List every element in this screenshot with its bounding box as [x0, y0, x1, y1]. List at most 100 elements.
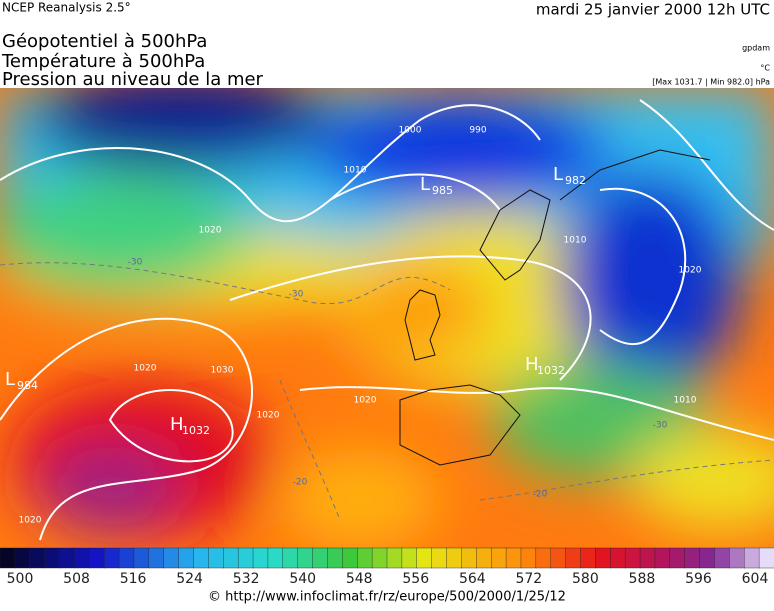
isobar-label: 1010: [344, 166, 367, 176]
center-letter: L: [5, 369, 15, 390]
color-field: [0, 88, 774, 548]
colorbar-swatch: [44, 547, 61, 569]
colorbar-swatch: [535, 547, 552, 569]
source: NCEP Reanalysis 2.5°: [2, 1, 131, 15]
isobar-label: 1020: [679, 266, 702, 276]
isobar-label: 1030: [211, 366, 234, 376]
colorbar-swatch: [431, 547, 448, 569]
footer: © http://www.infoclimat.fr/rz/europe/500…: [208, 590, 566, 605]
center-letter: H: [525, 354, 539, 375]
colorbar-swatch: [297, 547, 314, 569]
colorbar-swatch: [148, 547, 165, 569]
colorbar-swatch: [416, 547, 433, 569]
colorbar-swatch: [14, 547, 31, 569]
center-letter: L: [420, 174, 430, 195]
isobar-label: 1020: [134, 364, 157, 374]
colorbar-swatch: [595, 547, 611, 569]
center-value: 985: [432, 184, 453, 197]
unit-2: °C: [760, 64, 770, 73]
colorbar-swatch: [371, 547, 388, 569]
colorbar-swatch: [624, 547, 641, 569]
colorbar-swatch: [580, 547, 597, 569]
colorbar-label: 556: [402, 571, 429, 587]
center-value: 1032: [182, 424, 210, 437]
isobars: [0, 99, 774, 541]
colorbar-swatch: [133, 547, 150, 569]
colorbar: 500 508 516 524 532 540 548 556 564 572 580 588 596 6…: [0, 547, 774, 587]
colorbar-label: 500: [7, 571, 34, 587]
center-value: 982: [565, 174, 586, 187]
colorbar-label: 540: [289, 571, 316, 587]
isobar-label: 1010: [674, 396, 697, 406]
colorbar-swatch: [223, 547, 239, 569]
colorbar-label: 580: [572, 571, 599, 587]
map: [0, 88, 774, 548]
center-value: 1032: [537, 364, 565, 377]
colorbar-swatch: [342, 547, 358, 569]
colorbar-swatch: [476, 547, 492, 569]
temperature-label: -30: [128, 258, 143, 268]
colorbar-label: 524: [176, 571, 203, 587]
colorbar-swatch: [312, 547, 329, 569]
colorbar-label: 564: [459, 571, 486, 587]
colorbar-swatch: [327, 547, 344, 569]
colorbar-swatch: [237, 547, 254, 569]
colorbar-swatch: [252, 547, 269, 569]
colorbar-swatch: [193, 547, 210, 569]
colorbar-swatch: [550, 547, 567, 569]
colorbar-label: 596: [685, 571, 712, 587]
colorbar-label: 548: [346, 571, 373, 587]
colorbar-swatch: [520, 547, 537, 569]
coastlines: [399, 149, 711, 466]
colorbar-swatch: [357, 547, 373, 569]
title-2: Température à 500hPa: [1, 51, 205, 72]
colorbar-swatch: [59, 547, 76, 569]
colorbar-label: 604: [742, 571, 769, 587]
colorbar-label: 572: [515, 571, 542, 587]
colorbar-label: 532: [233, 571, 260, 587]
isotherms: [0, 262, 774, 521]
colorbar-swatch: [208, 547, 224, 569]
colorbar-swatch: [669, 547, 686, 569]
colorbar-swatch: [490, 547, 507, 569]
temperature-label: -20: [293, 478, 308, 488]
title-1: Géopotentiel à 500hPa: [2, 31, 207, 52]
colorbar-swatch: [758, 547, 774, 569]
colorbar-label: 508: [63, 571, 90, 587]
isobar-label: 1010: [564, 236, 587, 246]
unit-3: [Max 1031.7 | Min 982.0] hPa: [652, 78, 770, 87]
colorbar-swatch: [282, 547, 299, 569]
colorbar-swatch: [118, 547, 135, 569]
colorbar-swatch: [639, 547, 656, 569]
date: mardi 25 janvier 2000 12h UTC: [536, 1, 770, 19]
colorbar-swatch: [610, 547, 626, 569]
colorbar-swatch: [178, 547, 195, 569]
colorbar-swatch: [714, 547, 731, 569]
unit-1: gpdam: [742, 44, 770, 53]
colorbar-swatch: [446, 547, 463, 569]
isobar-label: 1020: [19, 516, 42, 526]
colorbar-swatch: [74, 547, 91, 569]
colorbar-label: 588: [629, 571, 656, 587]
colorbar-swatch: [267, 547, 284, 569]
isobar-label: 990: [469, 126, 486, 136]
colorbar-swatch: [401, 547, 418, 569]
isobar-label: 1020: [354, 396, 377, 406]
title-3: Pression au niveau de la mer: [2, 69, 264, 90]
temperature-label: -30: [289, 290, 304, 300]
colorbar-swatch: [684, 547, 701, 569]
colorbar-label: 516: [120, 571, 147, 587]
isobar-label: 1000: [399, 126, 422, 136]
colorbar-swatch: [163, 547, 180, 569]
colorbar-swatch: [461, 547, 478, 569]
colorbar-swatch: [565, 547, 582, 569]
center-letter: L: [553, 164, 563, 185]
colorbar-swatch: [744, 547, 760, 569]
center-value: 984: [17, 379, 38, 392]
colorbar-swatch: [654, 547, 671, 569]
colorbar-swatch: [29, 547, 46, 569]
temperature-label: -30: [653, 421, 668, 431]
isobar-label: 1020: [257, 411, 280, 421]
